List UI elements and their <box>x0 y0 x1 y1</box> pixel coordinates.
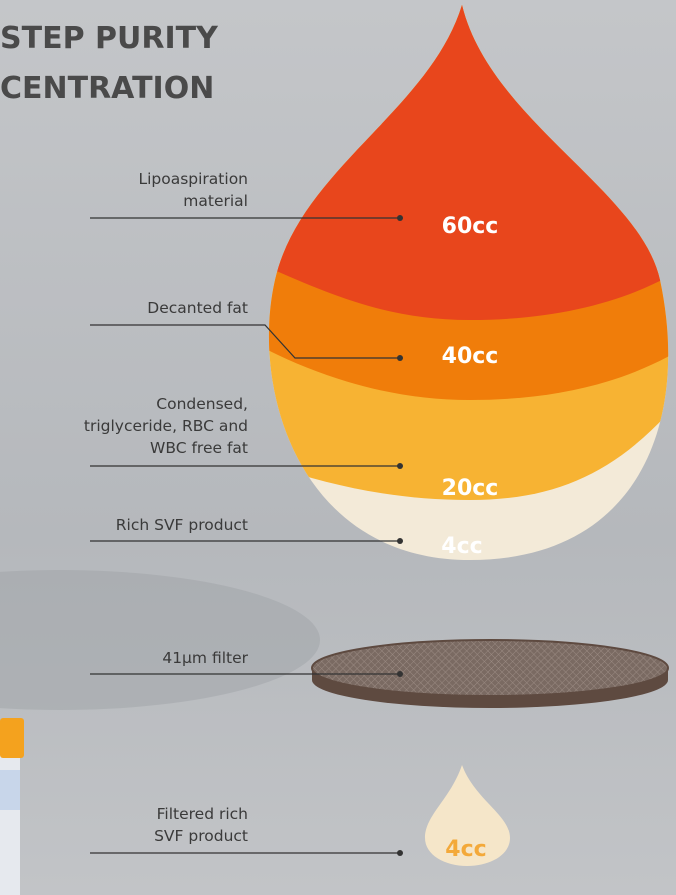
label: Condensed, <box>156 395 248 413</box>
leader-line <box>90 324 400 359</box>
volume: 4cc <box>441 534 482 559</box>
volume: 40cc <box>442 344 499 369</box>
label: SVF product <box>154 827 248 845</box>
label: triglyceride, RBC and <box>84 417 248 435</box>
label: Decanted fat <box>147 299 248 317</box>
volume: 60cc <box>442 214 499 239</box>
label: 41µm filter <box>162 649 248 667</box>
label: material <box>183 192 248 210</box>
product-drop <box>425 765 510 866</box>
title-line: STEP PURITY <box>0 21 219 56</box>
volume: 4cc <box>445 837 486 862</box>
filter <box>311 639 669 708</box>
label: Filtered rich <box>157 805 248 823</box>
label: Lipoaspiration <box>138 170 248 188</box>
dots <box>397 215 403 856</box>
shadow <box>0 570 320 710</box>
tube <box>0 718 24 895</box>
volume: 20cc <box>442 476 499 501</box>
label: Rich SVF product <box>116 516 248 534</box>
label: WBC free fat <box>150 439 248 457</box>
title-line: CENTRATION <box>0 71 214 106</box>
